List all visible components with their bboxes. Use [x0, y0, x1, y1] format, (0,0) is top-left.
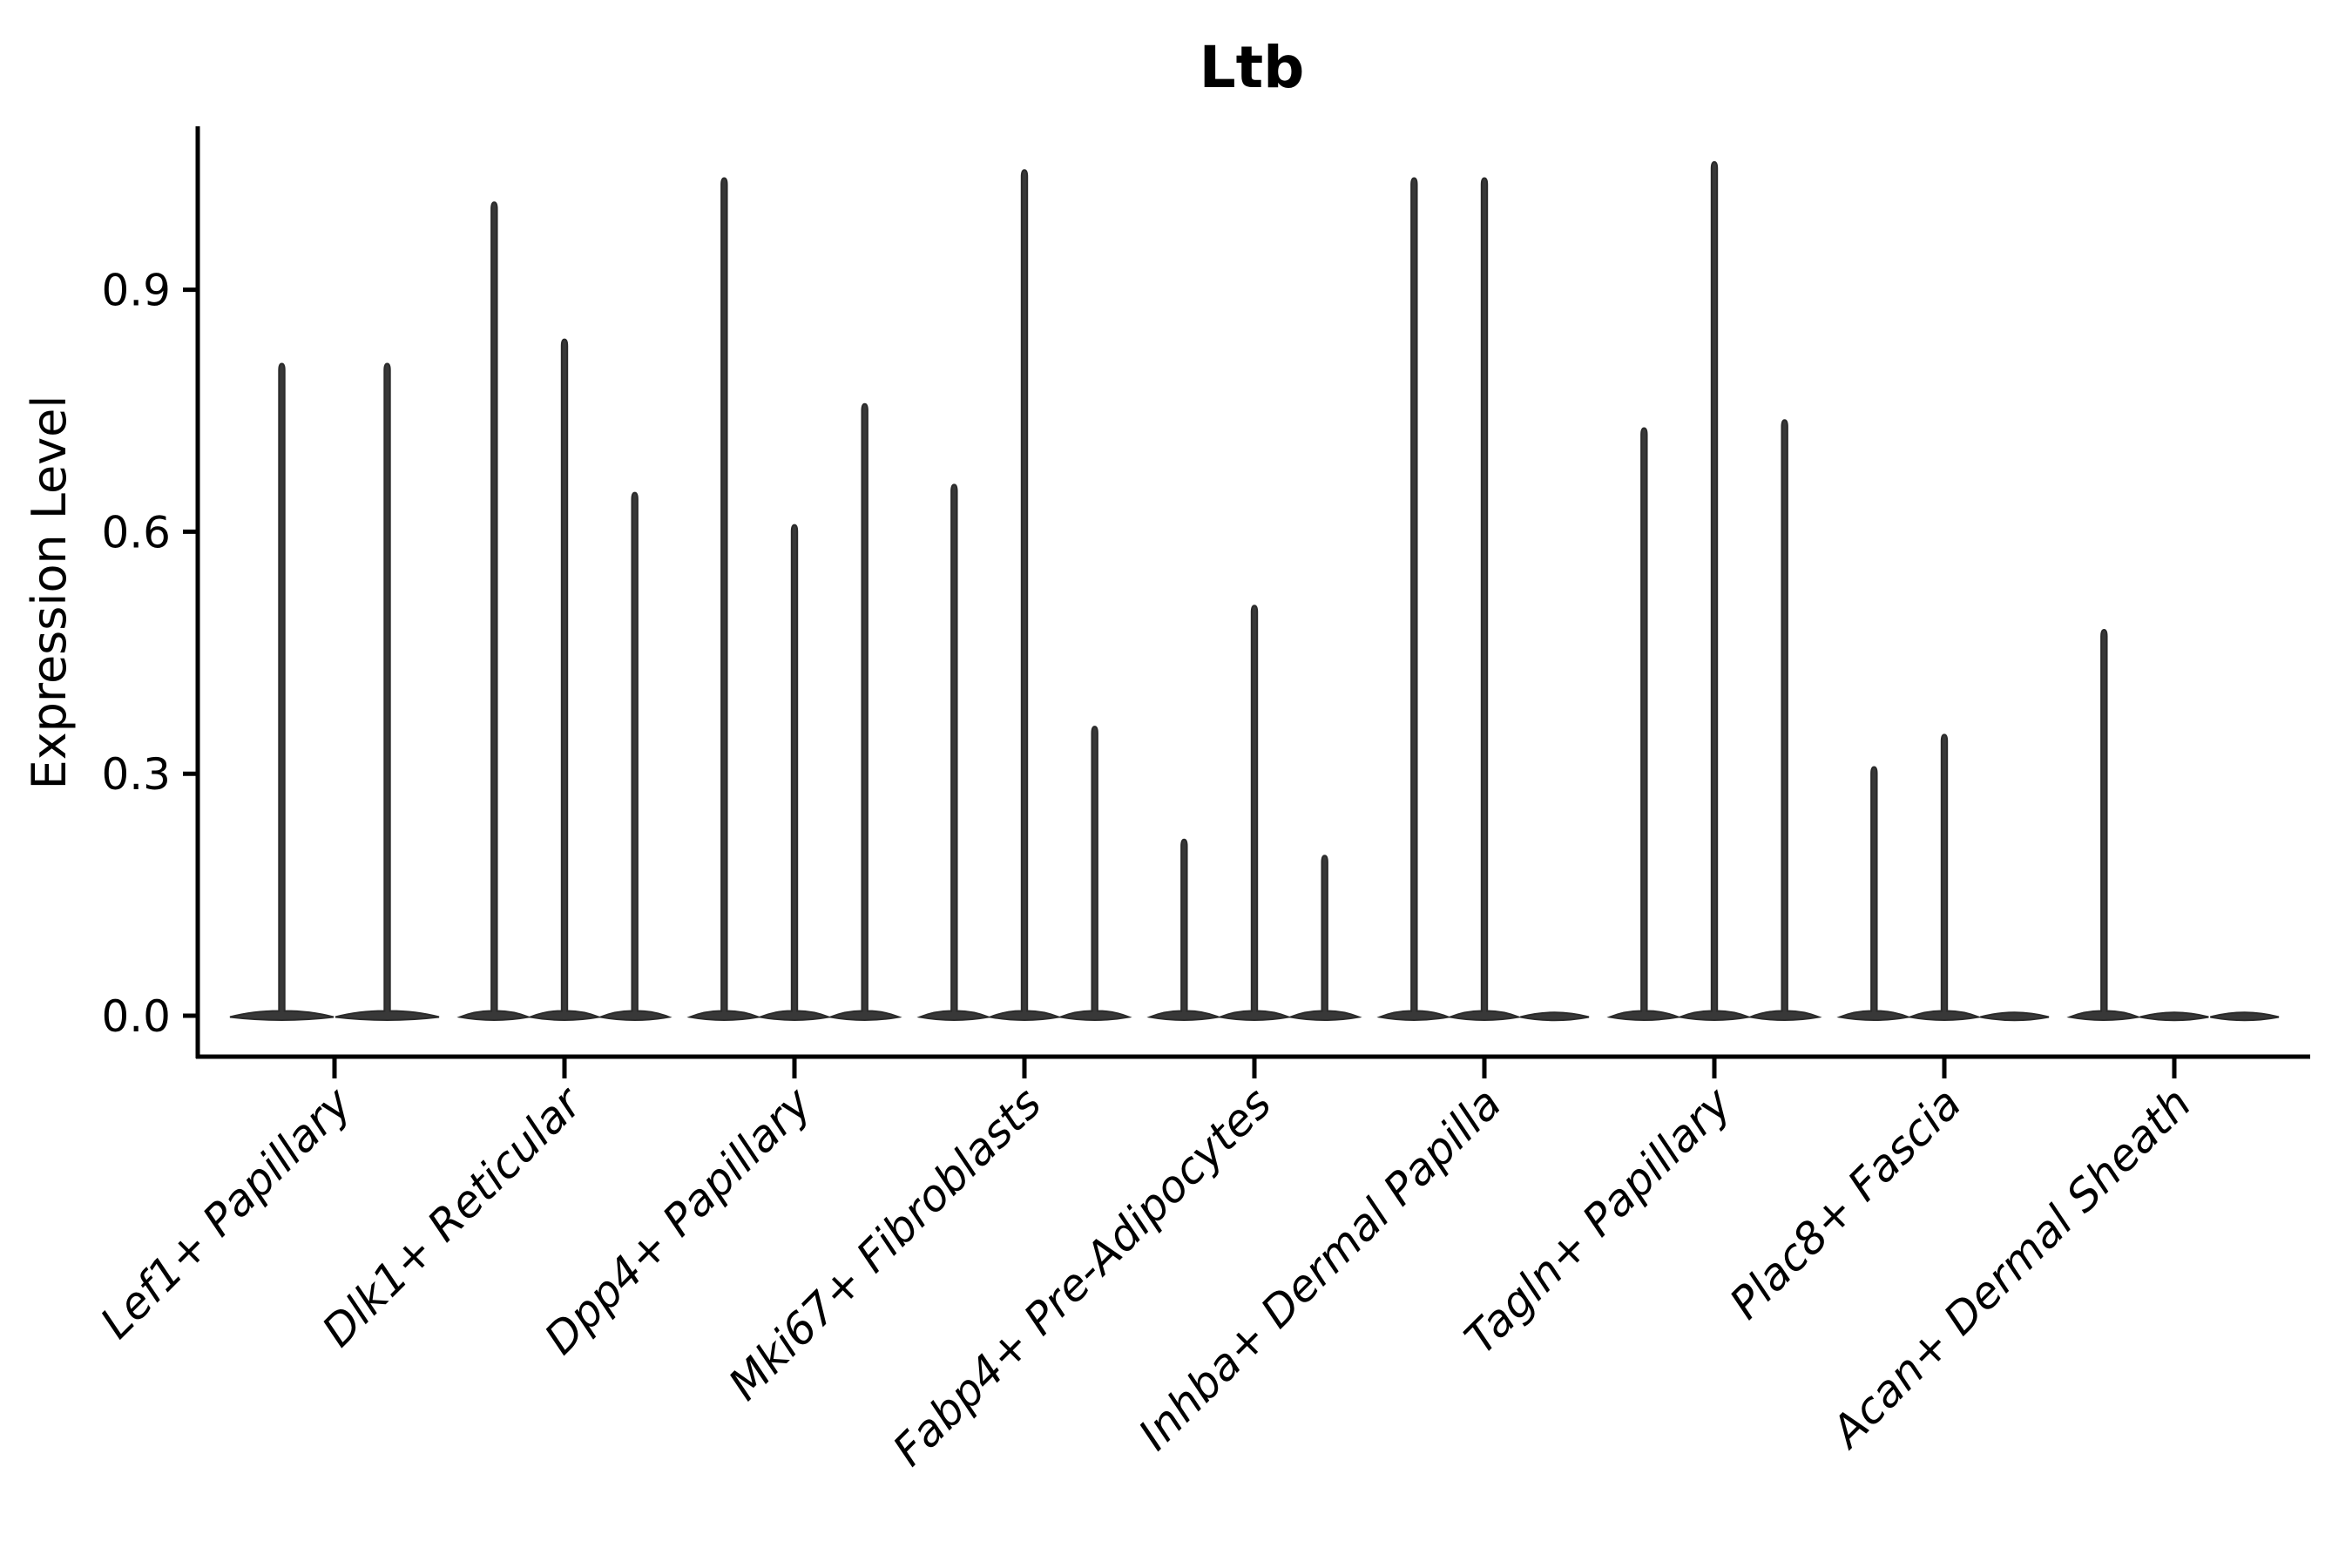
x-category-label: Lef1+ Papillary — [91, 1077, 362, 1348]
violin — [597, 491, 672, 1021]
violin — [1677, 160, 1752, 1021]
violin — [686, 177, 762, 1021]
violin — [1057, 726, 1132, 1021]
x-category-label: Inhba+ Dermal Papilla — [1129, 1078, 1511, 1459]
x-category-label: Fabp4+ Pre-Adipocytes — [883, 1078, 1281, 1476]
violin — [1287, 855, 1362, 1021]
violin — [456, 201, 532, 1021]
y-tick-label: 0.9 — [101, 266, 171, 316]
violin — [987, 169, 1062, 1021]
violin — [827, 402, 902, 1021]
violin — [1376, 177, 1452, 1021]
violin — [335, 362, 440, 1021]
violin-series — [229, 160, 2280, 1022]
axes-spines — [195, 126, 2310, 1059]
y-tick-label: 0.3 — [101, 749, 171, 800]
violin — [757, 524, 832, 1021]
violin — [1520, 1011, 1590, 1022]
y-axis-ticks: 0.0 0.3 0.6 0.9 — [101, 266, 198, 1042]
chart-title: Ltb — [1200, 34, 1305, 101]
y-tick-label: 0.0 — [101, 991, 171, 1042]
violin — [1146, 838, 1222, 1021]
y-axis-label: Expression Level — [22, 395, 77, 790]
y-tick-label: 0.6 — [101, 507, 171, 558]
violin — [1907, 733, 1982, 1021]
violin — [2210, 1011, 2280, 1022]
violin — [1747, 419, 1822, 1021]
violin — [2139, 1011, 2209, 1022]
violin — [1980, 1011, 2050, 1022]
violin — [1217, 605, 1292, 1021]
x-category-label: Plac8+ Fascia — [1720, 1078, 1971, 1328]
violin — [1836, 766, 1912, 1021]
violin — [1447, 177, 1522, 1021]
violin — [2066, 629, 2142, 1021]
violin — [527, 338, 602, 1021]
violin — [916, 483, 992, 1021]
violin — [1606, 427, 1682, 1021]
violin — [229, 362, 335, 1021]
